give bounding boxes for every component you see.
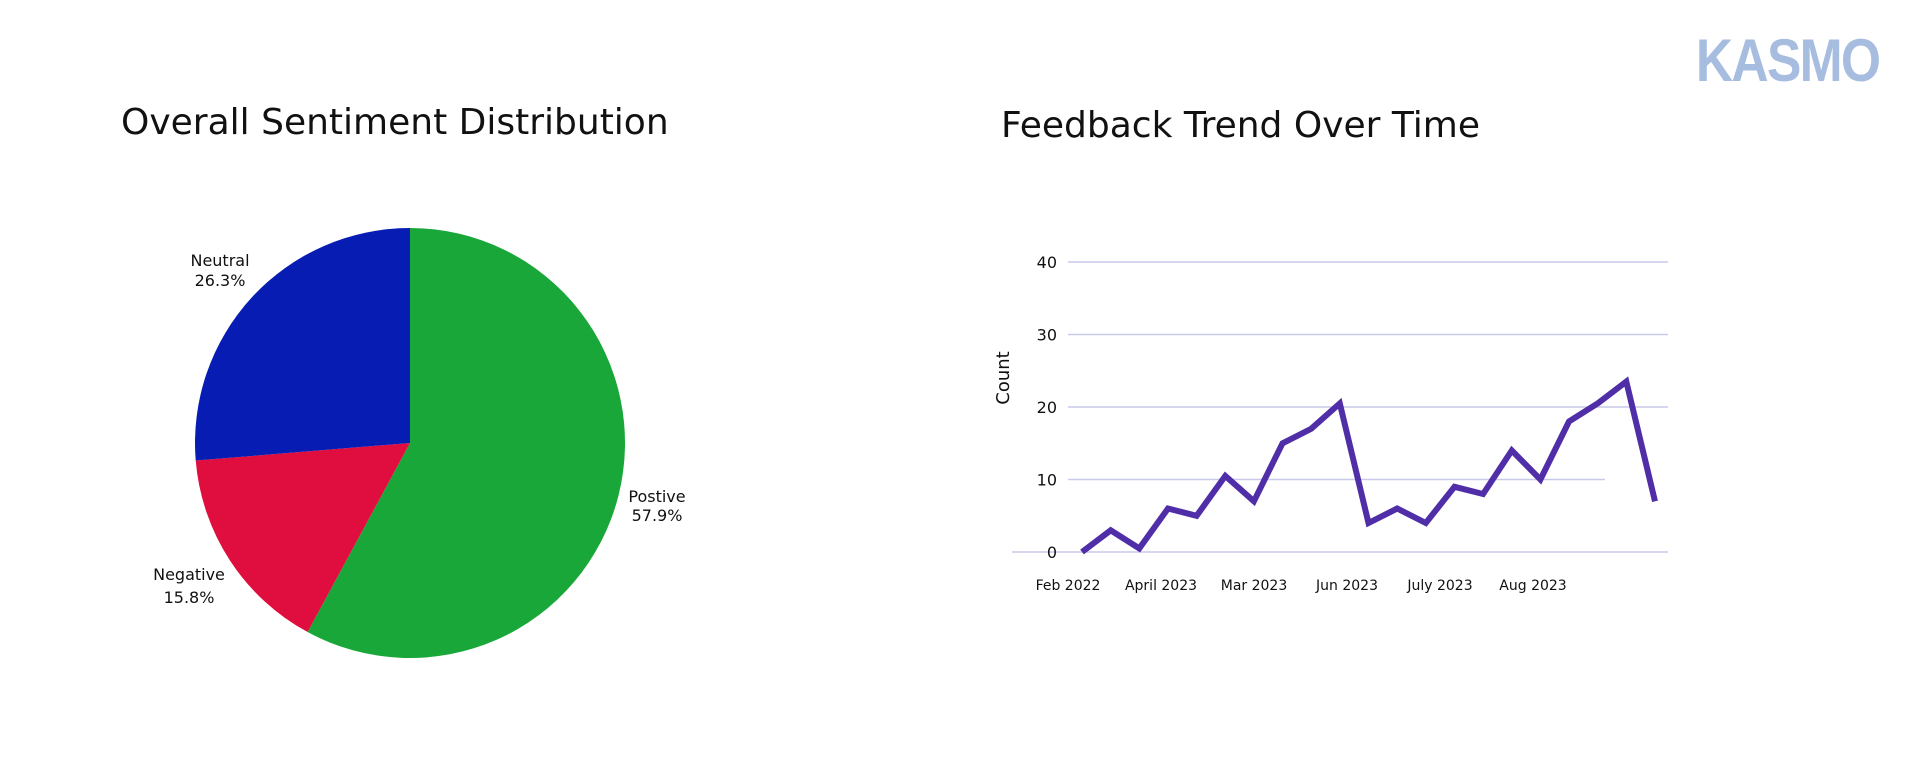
pie-label-neutral-value: 26.3%	[195, 271, 246, 290]
y-axis-title: Count	[993, 351, 1014, 404]
y-tick-labels: 0 10 20 30 40	[1037, 253, 1057, 562]
y-tick-0: 0	[1047, 543, 1057, 562]
pie-label-neutral-name: Neutral	[190, 251, 249, 270]
feedback-trend-line-chart: 0 10 20 30 40 Feb 2022 April 2023 Mar 2023 Jun …	[993, 253, 1668, 594]
y-grid-lines	[1012, 261, 1668, 553]
feedback-trend-line	[1080, 376, 1658, 555]
x-tick-3: Jun 2023	[1315, 578, 1378, 594]
x-tick-1: April 2023	[1125, 578, 1197, 594]
pie-chart-title: Overall Sentiment Distribution	[121, 102, 669, 143]
y-tick-30: 30	[1037, 326, 1057, 345]
pie-slice-negative	[195, 443, 410, 633]
pie-label-negative-name: Negative	[153, 565, 225, 584]
pie-label-negative-value: 15.8%	[164, 588, 215, 607]
pie-slice-postive	[307, 228, 626, 659]
pie-label-postive-name: Postive	[628, 487, 685, 506]
sentiment-pie-labels: Postive 57.9% Negative 15.8% Neutral 26.…	[153, 251, 686, 607]
x-tick-5: Aug 2023	[1499, 578, 1566, 594]
x-tick-4: July 2023	[1406, 578, 1472, 594]
pie-slice-neutral	[195, 228, 410, 461]
sentiment-pie-chart	[195, 228, 626, 659]
kasmo-logo: KASMO	[1695, 27, 1881, 94]
line-chart-title: Feedback Trend Over Time	[1001, 105, 1480, 146]
y-tick-10: 10	[1037, 471, 1057, 490]
x-tick-labels: Feb 2022 April 2023 Mar 2023 Jun 2023 July 2…	[1036, 578, 1567, 594]
x-tick-0: Feb 2022	[1036, 578, 1101, 594]
y-tick-20: 20	[1037, 398, 1057, 417]
y-tick-40: 40	[1037, 253, 1057, 272]
x-tick-2: Mar 2023	[1221, 578, 1288, 594]
pie-label-postive-value: 57.9%	[632, 506, 683, 525]
